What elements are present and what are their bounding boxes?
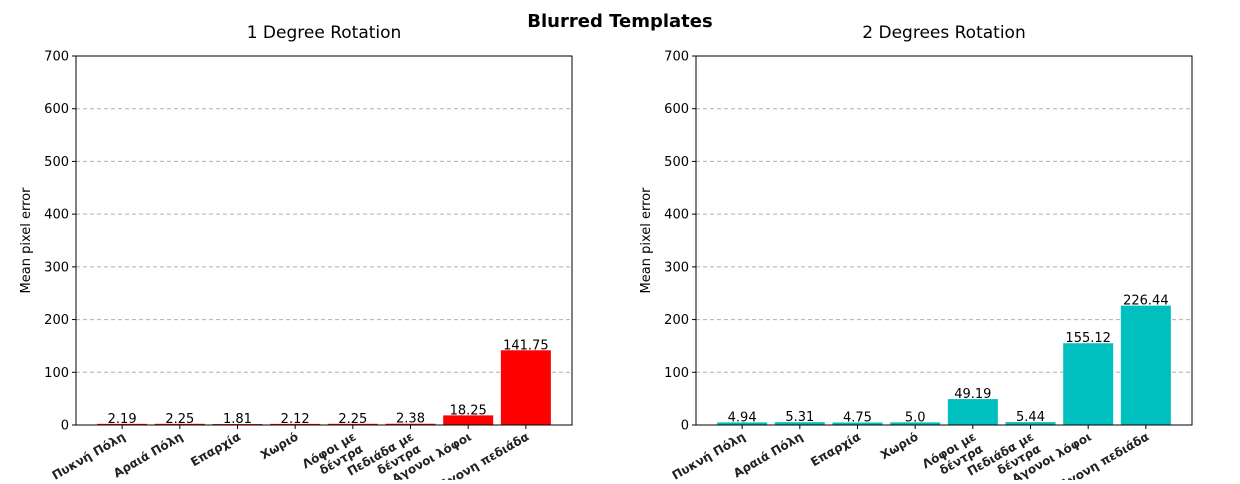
y-tick-label: 700 (44, 50, 69, 65)
data-label: 155.12 (1065, 331, 1111, 346)
y-axis-label: Mean pixel error (19, 187, 34, 294)
data-label: 2.38 (396, 412, 425, 427)
bar (500, 350, 551, 425)
data-label: 2.19 (108, 412, 137, 427)
data-label: 2.25 (165, 412, 194, 427)
data-label: 226.44 (1123, 294, 1169, 309)
y-tick-label: 700 (664, 50, 689, 65)
bar (1063, 343, 1114, 425)
x-tick-label-line: Επαρχία (808, 429, 863, 469)
x-tick-label-line: Χωριό (878, 429, 921, 462)
y-tick-label: 100 (664, 366, 689, 381)
bar (832, 422, 883, 425)
y-tick-label: 600 (664, 102, 689, 117)
data-label: 1.81 (223, 412, 252, 427)
y-tick-label: 0 (61, 419, 69, 434)
data-label: 5.44 (1016, 410, 1045, 425)
y-tick-label: 200 (664, 313, 689, 328)
y-tick-label: 300 (44, 260, 69, 275)
axes-frame (75, 55, 573, 426)
x-tick-label: Επαρχία (188, 429, 243, 469)
y-tick-label: 500 (664, 155, 689, 170)
data-label: 18.25 (450, 403, 487, 418)
bar (1120, 305, 1171, 425)
y-axis-label: Mean pixel error (639, 187, 654, 294)
bar (97, 423, 148, 425)
x-tick-label-line: Αγονη πεδιάδα (1057, 429, 1151, 480)
axes-frame (695, 55, 1193, 426)
bar (154, 423, 205, 425)
x-tick-label: Χωριό (258, 429, 301, 462)
y-tick-label: 600 (44, 102, 69, 117)
x-tick-label: Επαρχία (808, 429, 863, 469)
bar (327, 423, 378, 425)
y-tick-label: 100 (44, 366, 69, 381)
data-label: 4.75 (843, 410, 872, 425)
y-tick-label: 200 (44, 313, 69, 328)
x-tick-label-line: Αγονη πεδιάδα (437, 429, 531, 480)
y-tick-label: 400 (664, 208, 689, 223)
y-tick-label: 0 (681, 419, 689, 434)
chart-title: 1 Degree Rotation (247, 23, 402, 43)
bar (385, 423, 436, 425)
data-label: 4.94 (728, 410, 757, 425)
x-tick-label-line: Χωριό (258, 429, 301, 462)
y-tick-label: 300 (664, 260, 689, 275)
chart-1-group: 2.19 2.25 1.81 2.12 2.25 2.38 18.25 141.75 0 100 2… (19, 23, 573, 484)
bar (1005, 422, 1056, 425)
x-tick-label: Αγονη πεδιάδα (437, 429, 531, 480)
data-label: 141.75 (503, 338, 549, 353)
data-label: 5.31 (785, 410, 814, 425)
chart-2-group: 4.94 5.31 4.75 5.0 49.19 5.44 155.12 226.44 0 100… (639, 23, 1193, 484)
bar (270, 423, 321, 425)
figure-suptitle: Blurred Templates (527, 11, 713, 32)
chart-title: 2 Degrees Rotation (862, 23, 1025, 43)
y-tick-label: 400 (44, 208, 69, 223)
bar (717, 422, 768, 425)
bar (443, 415, 494, 425)
bar (774, 422, 825, 425)
x-tick-label: Αγονη πεδιάδα (1057, 429, 1151, 480)
bar (947, 399, 998, 425)
x-tick-label-line: Επαρχία (188, 429, 243, 469)
bar (890, 422, 941, 425)
y-tick-label: 500 (44, 155, 69, 170)
data-label: 2.12 (281, 412, 310, 427)
data-label: 5.0 (905, 410, 926, 425)
data-label: 2.25 (338, 412, 367, 427)
data-label: 49.19 (954, 387, 991, 402)
x-tick-label: Χωριό (878, 429, 921, 462)
